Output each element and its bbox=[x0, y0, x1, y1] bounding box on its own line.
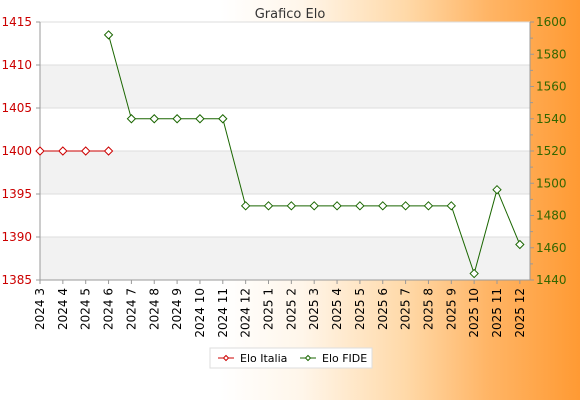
x-tick-label: 2024 7 bbox=[124, 288, 138, 330]
left-tick-label: 1400 bbox=[1, 144, 32, 158]
left-tick-label: 1405 bbox=[1, 101, 32, 115]
x-tick-label: 2025 4 bbox=[330, 288, 344, 330]
data-point-elo-italia bbox=[35, 146, 45, 156]
x-tick-label: 2025 11 bbox=[490, 288, 504, 338]
x-tick-label: 2024 9 bbox=[170, 288, 184, 330]
x-tick-label: 2024 4 bbox=[56, 288, 70, 330]
legend-label-elo-fide: Elo FIDE bbox=[322, 352, 367, 365]
data-point-elo-fide bbox=[423, 201, 434, 211]
data-point-elo-fide bbox=[126, 114, 137, 124]
right-tick-label: 1520 bbox=[536, 144, 567, 158]
x-axis-ticks: 2024 3 2024 4 2024 5 2024 6 2024 7 2024 8 2024… bbox=[33, 280, 527, 338]
x-tick-label: 2024 3 bbox=[33, 288, 47, 330]
right-tick-label: 1540 bbox=[536, 112, 567, 126]
legend-marker-elo-italia bbox=[222, 354, 230, 362]
data-point-elo-fide bbox=[103, 30, 114, 40]
x-tick-label: 2024 5 bbox=[79, 288, 93, 330]
series-elo-fide bbox=[103, 30, 525, 279]
right-tick-label: 1580 bbox=[536, 47, 567, 61]
right-tick-label: 1500 bbox=[536, 176, 567, 190]
legend: Elo Italia Elo FIDE bbox=[209, 347, 373, 369]
data-point-elo-fide bbox=[515, 239, 525, 250]
left-tick-label: 1395 bbox=[1, 187, 32, 201]
chart-title: Grafico Elo bbox=[255, 7, 326, 22]
right-tick-label: 1460 bbox=[536, 241, 567, 255]
x-tick-label: 2024 12 bbox=[239, 288, 253, 338]
right-tick-label: 1560 bbox=[536, 80, 567, 94]
series-elo-italia bbox=[35, 146, 114, 156]
x-tick-label: 2025 12 bbox=[513, 288, 527, 338]
data-point-elo-fide bbox=[309, 201, 319, 211]
legend-label-elo-italia: Elo Italia bbox=[240, 352, 287, 365]
left-tick-label: 1415 bbox=[1, 15, 32, 29]
x-tick-label: 2024 11 bbox=[216, 288, 230, 338]
plot-band bbox=[40, 151, 530, 194]
x-tick-label: 2025 10 bbox=[467, 288, 481, 338]
data-point-elo-fide bbox=[240, 201, 251, 211]
data-point-elo-fide bbox=[149, 114, 159, 124]
right-tick-label: 1600 bbox=[536, 15, 567, 29]
data-point-elo-italia bbox=[80, 146, 91, 156]
data-point-elo-fide bbox=[286, 201, 297, 211]
legend-marker-elo-fide bbox=[304, 354, 312, 362]
plot-band bbox=[40, 237, 530, 280]
legend-box bbox=[209, 347, 373, 369]
x-tick-label: 2025 6 bbox=[376, 288, 390, 330]
data-point-elo-fide bbox=[446, 201, 457, 211]
data-point-elo-fide bbox=[332, 201, 342, 211]
right-tick-label: 1480 bbox=[536, 209, 567, 223]
left-tick-label: 1385 bbox=[1, 273, 32, 287]
x-tick-label: 2025 8 bbox=[421, 288, 435, 330]
x-tick-label: 2025 3 bbox=[307, 288, 321, 330]
right-axis-ticks: 1440 1460 1480 1500 1520 1540 1560 1580 1600 bbox=[530, 15, 567, 287]
plot-band bbox=[40, 65, 530, 108]
x-tick-label: 2025 5 bbox=[353, 288, 367, 330]
x-tick-label: 2025 2 bbox=[284, 288, 298, 330]
right-tick-label: 1440 bbox=[536, 273, 567, 287]
data-point-elo-fide bbox=[378, 201, 388, 211]
x-tick-label: 2025 7 bbox=[399, 288, 413, 330]
x-tick-label: 2024 8 bbox=[147, 288, 161, 330]
data-point-elo-italia bbox=[58, 146, 68, 156]
x-tick-label: 2024 10 bbox=[193, 288, 207, 338]
series-lines bbox=[35, 30, 525, 279]
left-axis-ticks: 1385 1390 1395 1400 1405 1410 1415 bbox=[1, 15, 40, 287]
x-tick-label: 2025 1 bbox=[262, 288, 276, 330]
data-point-elo-fide bbox=[469, 268, 479, 279]
left-tick-label: 1390 bbox=[1, 230, 32, 244]
data-point-elo-fide bbox=[172, 114, 182, 124]
data-point-elo-fide bbox=[195, 114, 205, 124]
left-tick-label: 1410 bbox=[1, 58, 32, 72]
x-tick-label: 2024 6 bbox=[102, 288, 116, 330]
data-point-elo-fide bbox=[400, 201, 411, 211]
data-point-elo-italia bbox=[103, 146, 114, 156]
x-tick-label: 2025 9 bbox=[444, 288, 458, 330]
data-point-elo-fide bbox=[355, 201, 365, 211]
data-point-elo-fide bbox=[218, 114, 228, 124]
data-point-elo-fide bbox=[492, 184, 502, 195]
data-point-elo-fide bbox=[263, 201, 274, 211]
